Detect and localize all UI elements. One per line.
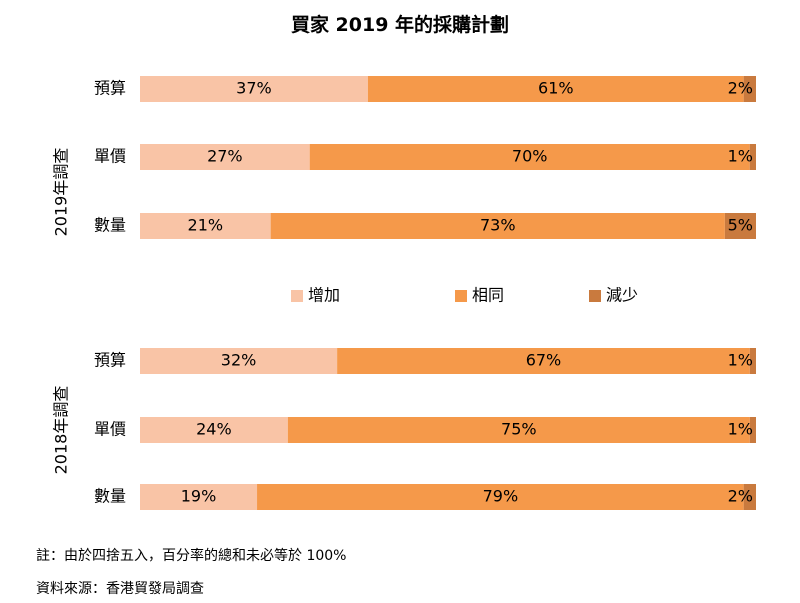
legend-label: 相同 bbox=[472, 286, 504, 305]
chart-title: 買家 2019 年的採購計劃 bbox=[290, 14, 510, 36]
bar-segment-減少 bbox=[743, 76, 756, 102]
legend-label: 減少 bbox=[606, 286, 638, 305]
bar-segment-增加 bbox=[140, 144, 310, 170]
bar-segment-相同 bbox=[337, 348, 750, 374]
legend-swatch bbox=[291, 290, 303, 302]
bar-segment-減少 bbox=[749, 144, 756, 170]
bar-segment-減少 bbox=[749, 417, 756, 443]
bar-segment-相同 bbox=[270, 213, 725, 239]
bar-segment-相同 bbox=[309, 144, 750, 170]
category-label: 單價 bbox=[94, 147, 126, 166]
bar-segment-減少 bbox=[749, 348, 756, 374]
bar-segment-增加 bbox=[140, 417, 288, 443]
data-label: 1% bbox=[728, 351, 753, 370]
data-label: 79% bbox=[483, 487, 519, 506]
bar-segment-增加 bbox=[140, 213, 271, 239]
legend-swatch bbox=[589, 290, 601, 302]
group-label: 2018年調查 bbox=[52, 386, 71, 475]
source-note: 資料來源：香港貿發局調查 bbox=[36, 581, 204, 597]
data-label: 67% bbox=[526, 351, 562, 370]
data-label: 1% bbox=[728, 420, 753, 439]
bar-segment-增加 bbox=[140, 76, 368, 102]
data-label: 27% bbox=[207, 147, 243, 166]
bar-segment-相同 bbox=[257, 484, 744, 510]
group-label: 2019年調查 bbox=[52, 148, 71, 237]
data-label: 37% bbox=[236, 79, 272, 98]
data-label: 75% bbox=[501, 420, 537, 439]
data-label: 19% bbox=[181, 487, 217, 506]
data-label: 61% bbox=[538, 79, 574, 98]
data-label: 73% bbox=[480, 216, 516, 235]
category-label: 單價 bbox=[94, 420, 126, 439]
legend-label: 增加 bbox=[308, 286, 340, 305]
data-label: 5% bbox=[728, 216, 753, 235]
data-label: 32% bbox=[221, 351, 257, 370]
category-label: 數量 bbox=[94, 216, 126, 235]
bar-segment-減少 bbox=[743, 484, 756, 510]
category-label: 預算 bbox=[94, 79, 126, 98]
data-label: 2% bbox=[728, 79, 753, 98]
bar-segment-增加 bbox=[140, 484, 258, 510]
data-label: 2% bbox=[728, 487, 753, 506]
data-label: 70% bbox=[512, 147, 548, 166]
legend-swatch bbox=[455, 290, 467, 302]
bar-segment-相同 bbox=[287, 417, 750, 443]
data-label: 24% bbox=[196, 420, 232, 439]
bar-segment-增加 bbox=[140, 348, 338, 374]
bar-segment-減少 bbox=[724, 213, 756, 239]
bar-segment-相同 bbox=[367, 76, 744, 102]
category-label: 數量 bbox=[94, 487, 126, 506]
rounding-note: 註：由於四捨五入，百分率的總和未必等於 100% bbox=[36, 548, 347, 564]
data-label: 21% bbox=[188, 216, 224, 235]
category-label: 預算 bbox=[94, 351, 126, 370]
data-label: 1% bbox=[728, 147, 753, 166]
